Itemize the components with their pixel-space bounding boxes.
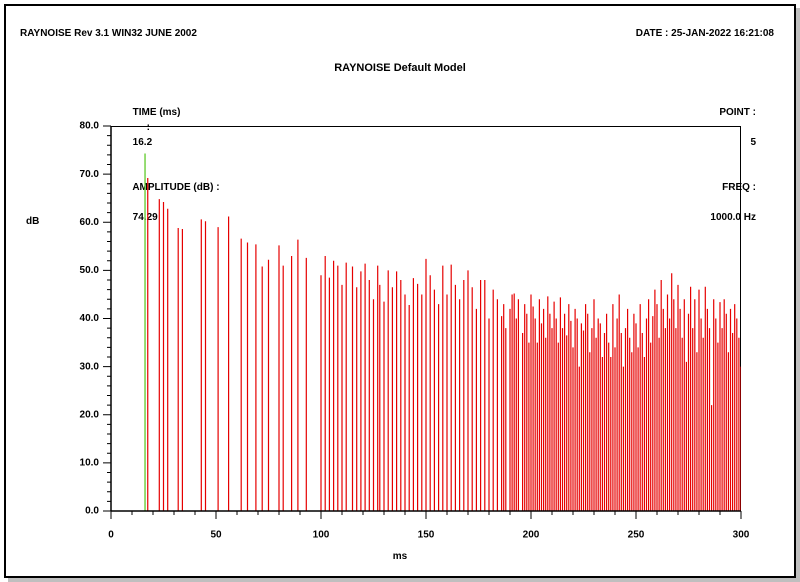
svg-text:150: 150 xyxy=(418,529,435,540)
svg-text:200: 200 xyxy=(523,529,540,540)
x-axis-label: ms xyxy=(6,551,794,562)
svg-text:70.0: 70.0 xyxy=(80,169,100,180)
svg-text:20.0: 20.0 xyxy=(80,409,100,420)
svg-text:50: 50 xyxy=(210,529,222,540)
svg-text:10.0: 10.0 xyxy=(80,458,100,469)
svg-text:80.0: 80.0 xyxy=(80,121,100,132)
svg-text:40.0: 40.0 xyxy=(80,313,100,324)
time-label: TIME (ms) xyxy=(133,107,181,118)
svg-text:300: 300 xyxy=(733,529,750,540)
plot-window: RAYNOISE Rev 3.1 WIN32 JUNE 2002 DATE : … xyxy=(4,4,796,578)
svg-text:60.0: 60.0 xyxy=(80,217,100,228)
y-axis-label: dB xyxy=(26,216,39,227)
plot-area: 0.010.020.030.040.050.060.070.080.005010… xyxy=(111,126,741,511)
header-left: RAYNOISE Rev 3.1 WIN32 JUNE 2002 xyxy=(20,28,197,39)
header-right: DATE : 25-JAN-2022 16:21:08 xyxy=(636,28,774,39)
svg-text:30.0: 30.0 xyxy=(80,361,100,372)
svg-text:0.0: 0.0 xyxy=(85,506,99,517)
svg-text:0: 0 xyxy=(108,529,114,540)
svg-text:250: 250 xyxy=(628,529,645,540)
plot-title: RAYNOISE Default Model xyxy=(6,62,794,74)
svg-text:100: 100 xyxy=(313,529,330,540)
svg-text:50.0: 50.0 xyxy=(80,265,100,276)
chart-axes: 0.0 10.0 20.0 30.0 40.0 50.0 60.0 70.0 80.0 0 50 10… xyxy=(49,121,761,551)
point-label: POINT : xyxy=(719,107,756,118)
